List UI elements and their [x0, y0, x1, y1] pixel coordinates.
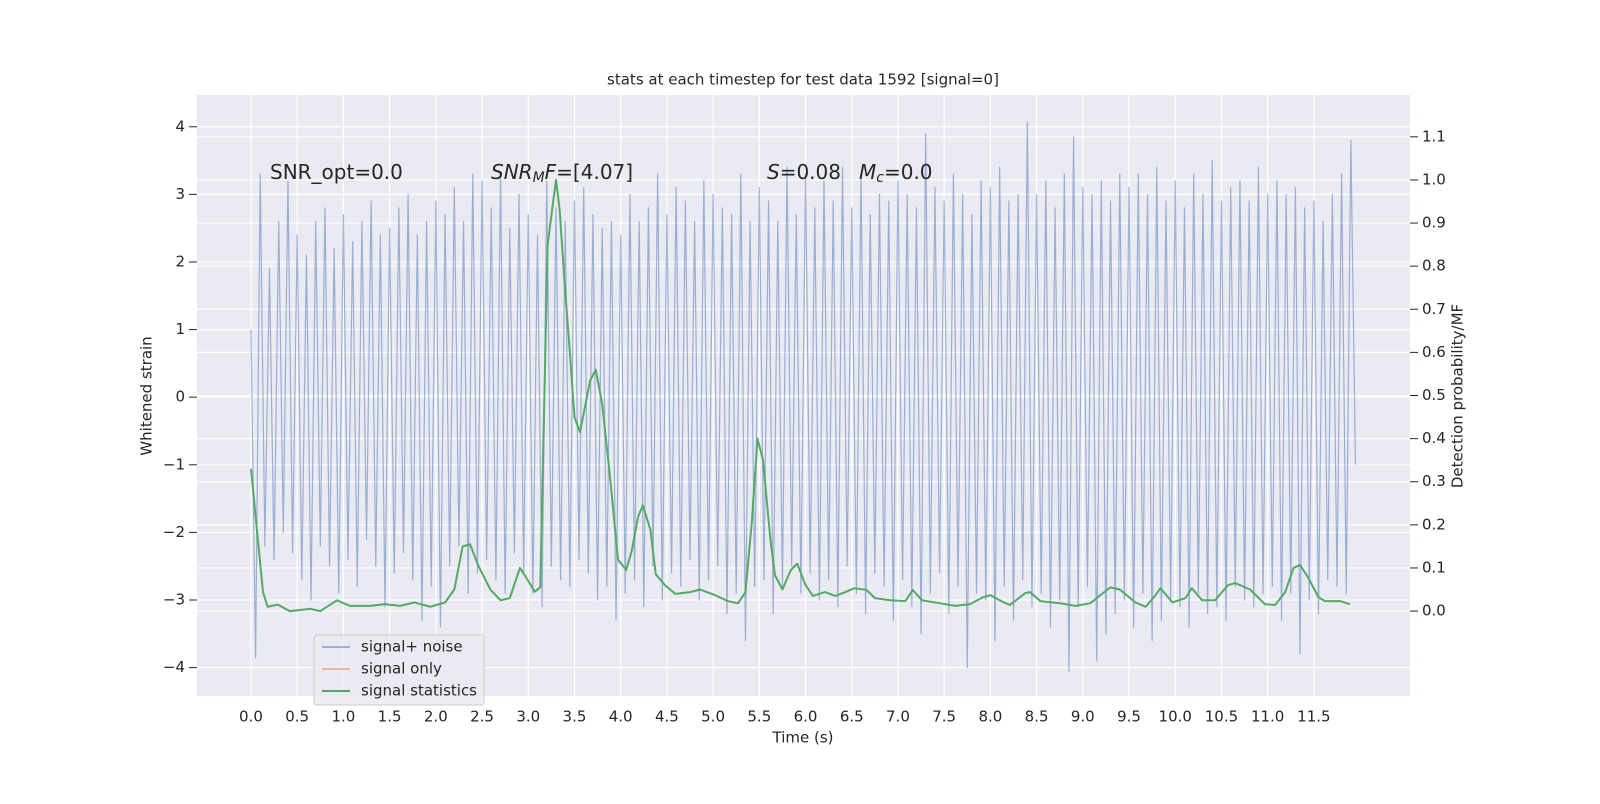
y2-tick-label: 1.0	[1422, 170, 1446, 188]
y-tick-label: −3	[163, 591, 185, 609]
x-tick-label: 6.5	[840, 708, 864, 726]
y2-tick-label: 0.3	[1422, 472, 1446, 490]
x-tick-label: 10.0	[1159, 708, 1192, 726]
y-tick-label: −4	[163, 658, 185, 676]
legend-box	[313, 634, 485, 706]
annotation-part: S	[767, 160, 780, 184]
x-tick-label: 5.0	[701, 708, 725, 726]
x-tick-label: 0.0	[239, 708, 263, 726]
annotation-part: =0.0	[884, 160, 933, 184]
legend-label: signal statistics	[361, 682, 477, 700]
y2-tick-label: 0.5	[1422, 386, 1446, 404]
x-axis-label: Time (s)	[772, 729, 834, 747]
annotation-part: SNR	[491, 160, 533, 184]
x-tick-label: 2.0	[424, 708, 448, 726]
y-tick-label: 3	[175, 185, 185, 203]
y2-tick-label: 0.8	[1422, 257, 1446, 275]
y2-tick-label: 0.0	[1422, 602, 1446, 620]
x-tick-label: 6.0	[794, 708, 818, 726]
y2-axis-label: Detection probability/MF	[1449, 304, 1467, 488]
x-tick-label: 10.5	[1205, 708, 1238, 726]
annotation: SNRMF=[4.07]	[491, 160, 633, 187]
y-tick-label: 2	[175, 252, 185, 270]
annotation: S=0.08	[767, 160, 841, 184]
y2-tick-label: 0.4	[1422, 429, 1446, 447]
x-tick-label: 9.0	[1071, 708, 1095, 726]
x-tick-label: 9.5	[1117, 708, 1141, 726]
y-axis-label: Whitened strain	[138, 336, 156, 455]
annotations: SNR_opt=0.0 SNRMF=[4.07] S=0.08 Mc=0.0	[270, 160, 933, 187]
x-tick-label: 5.5	[747, 708, 771, 726]
x-tick-label: 1.0	[331, 708, 355, 726]
x-tick-label: 4.5	[655, 708, 679, 726]
annotation-part: c	[876, 170, 884, 186]
y-tick-label: −1	[163, 455, 185, 473]
x-tick-label: 7.0	[886, 708, 910, 726]
annotation-part: M	[533, 170, 545, 186]
x-tick-label: 11.5	[1297, 708, 1330, 726]
annotation-part: SNR_opt=0.0	[270, 160, 403, 184]
y2-tick-label: 0.6	[1422, 343, 1446, 361]
x-tick-label: 11.0	[1251, 708, 1284, 726]
x-tick-label: 8.0	[978, 708, 1002, 726]
x-tick-label: 8.5	[1025, 708, 1049, 726]
x-tick-label: 1.5	[378, 708, 402, 726]
annotation-part: =0.08	[780, 160, 841, 184]
annotation-part: =[4.07]	[556, 160, 633, 184]
x-tick-label: 0.5	[285, 708, 309, 726]
annotation-part: M	[859, 160, 876, 184]
chart-title: stats at each timestep for test data 159…	[607, 71, 999, 89]
y-tick-label: 0	[175, 388, 185, 406]
x-tick-label: 7.5	[932, 708, 956, 726]
y2-tick-label: 0.2	[1422, 515, 1446, 533]
annotation: SNR_opt=0.0	[270, 160, 403, 184]
y2-tick-label: 0.7	[1422, 300, 1446, 318]
series-line	[250, 121, 1357, 672]
x-tick-label: 3.0	[516, 708, 540, 726]
y2-tick-label: 1.1	[1422, 127, 1446, 145]
x-tick-label: 3.5	[563, 708, 587, 726]
y-tick-label: 4	[175, 117, 185, 135]
x-tick-label: 2.5	[470, 708, 494, 726]
y-tick-label: −2	[163, 523, 185, 541]
legend-label: signal+ noise	[361, 638, 463, 656]
y-tick-label: 1	[175, 320, 185, 338]
x-tick-label: 4.0	[609, 708, 633, 726]
annotation-part: F	[545, 160, 557, 184]
series-line	[249, 178, 1351, 613]
annotation: Mc=0.0	[859, 160, 933, 187]
y2-tick-label: 0.1	[1422, 558, 1446, 576]
legend: signal+ noise signal only signal statistic…	[313, 634, 485, 706]
y2-tick-label: 0.9	[1422, 214, 1446, 232]
legend-label: signal only	[361, 660, 442, 678]
